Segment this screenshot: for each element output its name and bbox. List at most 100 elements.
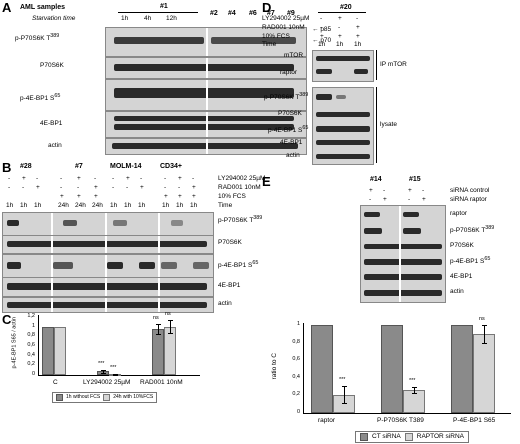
d-time: 1h (354, 41, 362, 48)
e-row-actin: actin (450, 288, 464, 295)
e-legend-label-1: CT siRNA (372, 432, 401, 440)
e-cat-1: P-P70S6K T389 (377, 417, 424, 424)
b-sign: + (178, 175, 182, 182)
c-legend-label-2: 24h with 10%FCS (113, 394, 154, 400)
y-tick-label: 1 (296, 321, 300, 327)
e-sample-15: #15 (409, 176, 421, 183)
sample-4: #4 (228, 10, 236, 17)
e-sign: - (422, 187, 425, 194)
b-row-actin: actin (218, 300, 232, 307)
e-cat-0: raptor (318, 417, 335, 424)
y-tick-label: 0,8 (292, 338, 300, 345)
d-row-p70: P70S6K (278, 110, 302, 117)
b-sign: - (178, 184, 181, 191)
b-sign: + (77, 175, 81, 182)
y-tick-label: 0 (31, 371, 35, 377)
d-row-pp70: p-P70S6K T389 (264, 92, 309, 102)
error-bar (414, 387, 415, 393)
error-cap (482, 342, 487, 344)
panel-b-letter: B (2, 160, 12, 175)
y-tick-label: 0,6 (292, 356, 300, 363)
sample-1-label: #1 (160, 3, 168, 10)
b-time: 1h (190, 202, 198, 209)
panel-a-letter: A (2, 0, 12, 15)
e-legend-swatch-2 (404, 433, 413, 441)
b-sign: + (140, 184, 144, 191)
d-lysate-label: lysate (380, 121, 397, 128)
e-sample-14: #14 (370, 176, 382, 183)
significance-label: *** (98, 360, 105, 367)
b-sign: - (140, 175, 143, 182)
a-blot-4e (105, 111, 307, 138)
b-sign: - (60, 184, 63, 191)
bar (311, 325, 333, 413)
d-sign: - (320, 15, 323, 22)
b-sign: - (8, 184, 11, 191)
panel-a-header: AML samples (20, 4, 65, 11)
e-sign: - (369, 196, 372, 203)
e-legend-label-2: RAPTOR siRNA (416, 432, 464, 440)
b-blot-p70 (2, 235, 214, 254)
arrow-p70: ← p70 (312, 37, 332, 44)
b-time: 1h (6, 202, 14, 209)
y-tick-label: 0,4 (292, 373, 300, 380)
b-sign: + (192, 184, 196, 191)
b-sign: - (77, 184, 80, 191)
panel-d-letter: D (262, 0, 272, 15)
b-sign: + (94, 193, 98, 200)
e-row-raptor: raptor (450, 210, 467, 217)
d-blot-ip (312, 50, 374, 82)
b-sign: - (126, 184, 129, 191)
b-sign: + (192, 193, 196, 200)
error-bar (170, 319, 171, 334)
time-12h: 12h (166, 15, 177, 22)
y-tick-label: 0,4 (27, 351, 35, 358)
a-blot-p70 (105, 57, 307, 79)
d-sign: - (320, 24, 323, 31)
b-time: 24h (58, 202, 69, 209)
a-row-p70: P70S6K (40, 62, 64, 69)
e-sign: - (383, 187, 386, 194)
sample-2: #2 (210, 10, 218, 17)
d-sign: + (356, 24, 360, 31)
b-sign: - (192, 175, 195, 182)
error-cap (168, 319, 173, 321)
d-time: 1h (318, 41, 326, 48)
error-cap (101, 369, 106, 371)
significance-label: *** (110, 364, 117, 371)
d-sign: + (320, 33, 324, 40)
c-ylabel: p-4E-BP1 S65 / actin (11, 317, 18, 369)
b-blot-pp70 (2, 212, 214, 236)
d-cond-ly: LY294002 25µM (262, 15, 310, 22)
y-tick-label: 0,2 (292, 391, 300, 398)
a-row-actin: actin (48, 142, 62, 149)
error-cap (156, 333, 161, 335)
e-ylabel: ratio to C (270, 353, 278, 380)
b-sign: - (22, 184, 25, 191)
error-cap (168, 333, 173, 335)
significance-label: ns (165, 310, 171, 317)
c-cat-1: LY294002 25µM (83, 379, 131, 386)
b-row-p4e: p-4E-BP1 S65 (218, 260, 259, 270)
b-sample-cd34: CD34+ (160, 163, 182, 170)
y-tick-label: 1,2 (27, 313, 35, 319)
sample-6: #6 (249, 10, 257, 17)
b-time: 24h (92, 202, 103, 209)
panel-c-letter: C (2, 312, 12, 327)
b-cond-fcs: 10% FCS (218, 193, 246, 200)
e-row-p70: P70S6K (450, 242, 474, 249)
d-cond-fcs: 10% FCS (262, 33, 290, 40)
error-cap (101, 372, 106, 374)
b-time: 1h (138, 202, 146, 209)
d-row-mtor: mTOR (284, 52, 304, 59)
e-sign: + (422, 196, 426, 203)
e-cond-raptor: siRNA raptor (450, 196, 487, 203)
c-cat-2: RAD001 10nM (140, 379, 183, 386)
d-sign: - (338, 24, 341, 31)
d-row-4e: 4E-BP1 (280, 139, 303, 146)
b-cond-time: Time (218, 202, 233, 209)
e-sign: + (369, 187, 373, 194)
b-sample-28: #28 (20, 163, 32, 170)
significance-label: ns (153, 315, 159, 322)
y-tick-label: 0 (296, 409, 300, 415)
